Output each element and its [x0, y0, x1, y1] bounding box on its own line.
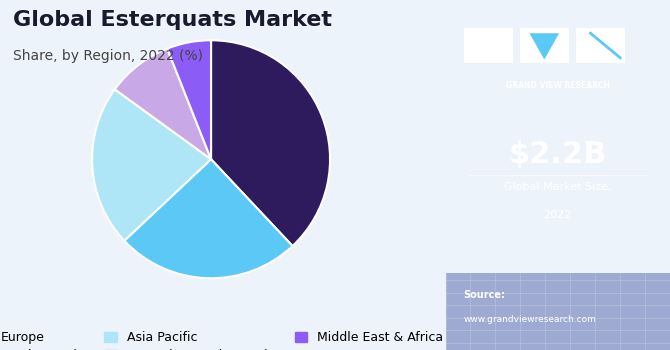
Text: www.grandviewresearch.com: www.grandviewresearch.com [464, 315, 596, 324]
Text: $2.2B: $2.2B [509, 140, 607, 169]
Legend: Europe, North America, Asia Pacific, Central & South America, Middle East & Afri: Europe, North America, Asia Pacific, Cen… [0, 326, 448, 350]
FancyBboxPatch shape [464, 28, 513, 63]
Text: Share, by Region, 2022 (%): Share, by Region, 2022 (%) [13, 49, 204, 63]
FancyBboxPatch shape [446, 273, 670, 350]
Polygon shape [529, 33, 559, 60]
Wedge shape [168, 40, 211, 159]
FancyBboxPatch shape [576, 28, 625, 63]
Text: GRAND VIEW RESEARCH: GRAND VIEW RESEARCH [506, 80, 610, 90]
Wedge shape [125, 159, 293, 278]
Text: Global Esterquats Market: Global Esterquats Market [13, 10, 332, 30]
Wedge shape [115, 49, 211, 159]
Wedge shape [92, 89, 211, 241]
FancyBboxPatch shape [520, 28, 569, 63]
Wedge shape [211, 40, 330, 246]
Text: Source:: Source: [464, 290, 505, 301]
Text: Global Market Size,: Global Market Size, [504, 182, 612, 192]
Text: 2022: 2022 [543, 210, 572, 220]
